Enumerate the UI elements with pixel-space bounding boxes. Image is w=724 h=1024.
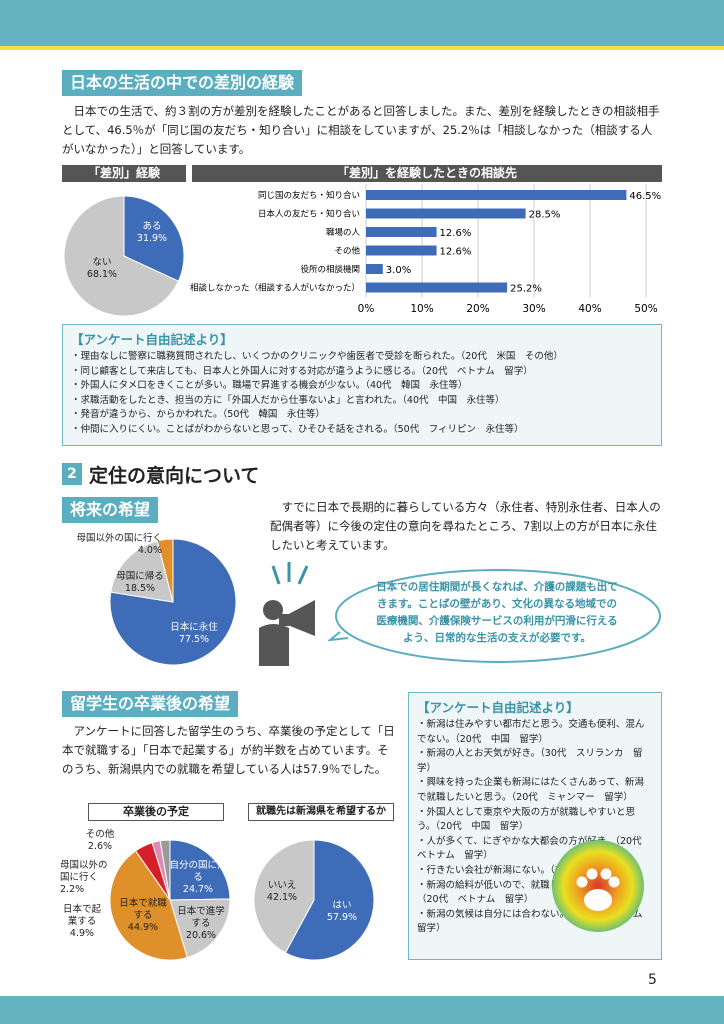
niigata-pie-chart (253, 839, 375, 961)
grad-label-other-country: 母国以外の国に行く 2.2% (60, 860, 108, 895)
grad-paragraph: アンケートに回答した留学生のうち、卒業後の予定として「日本で就職する」「日本で起… (62, 724, 395, 776)
bar-value-label: 28.5% (529, 210, 561, 221)
list-item: ・理由なしに警察に職務質問されたし、いくつかのクリニックや歯医者で受診を断られた… (71, 351, 563, 362)
grad-label-return: 自分の国に帰る 24.7% (169, 860, 227, 895)
list-item: ・興味を持った企業も新潟にはたくさんあって、新潟で就職したいと思う。（20代 ミ… (417, 777, 644, 803)
grad-pie2-header: 就職先は新潟県を希望するか (248, 803, 394, 821)
niigata-label-yes: はい 57.9% (326, 900, 358, 923)
pie1-header: 「差別」経験 (62, 165, 186, 182)
bar-category-label: 役所の相談機関 (300, 264, 360, 275)
bar (366, 208, 526, 219)
list-item: ・同じ顧客として来店しても、日本人と外国人に対する対応が違うように感じる。（20… (71, 365, 533, 377)
section2-title: 定住の意向について (89, 465, 260, 487)
list-item: ・行きたい会社が新潟にない。（20代 中国 留学） (417, 864, 643, 876)
top-accent-line (0, 46, 724, 50)
x-tick-label: 0% (358, 303, 375, 315)
list-item: ・新潟は住みやすい都市だと思う。交通も便利、混んでない。（20代 中国 留学） (417, 719, 645, 745)
grad-pie1-header: 卒業後の予定 (88, 803, 224, 821)
bar-value-label: 46.5% (629, 191, 661, 202)
grad-label-study: 日本で進学する 20.6% (177, 906, 225, 941)
discrimination-pie-chart (63, 195, 185, 317)
pie-slice-other (159, 839, 171, 901)
bar-chart-header: 「差別」を経験したときの相談先 (192, 165, 662, 182)
list-item: ・新潟の気候は自分には合わない。（20代 ベトナム 留学） (417, 908, 653, 935)
bar (366, 264, 383, 274)
grad-plans-pie-chart (109, 839, 231, 961)
pie-slice-further-study (169, 898, 231, 959)
bar-value-label: 25.2% (510, 284, 542, 295)
pie-slice-yes (284, 839, 375, 961)
free-comments-box-1: 【アンケート自由記述より】 ・理由なしに警察に職務質問されたし、いくつかのクリニ… (62, 324, 662, 446)
bar-category-label: 同じ国の友だち・知り合い (258, 190, 360, 201)
future-label-permanent: 日本に永住 77.5% (170, 622, 218, 645)
bar-value-label: 3.0% (386, 265, 411, 276)
x-tick-label: 10% (410, 303, 433, 315)
pie-slice-no (253, 839, 315, 954)
bottom-banner (0, 996, 724, 1024)
pie-slice-yes (123, 195, 185, 282)
bar-category-label: 職場の人 (326, 227, 361, 238)
future-pie-chart (109, 538, 237, 666)
bar (366, 227, 437, 237)
list-item: ・外国人として東京や大阪の方が就職しやすいと思う。（20代 中国 留学） (417, 806, 636, 833)
free-comments-title-1: 【アンケート自由記述より】 (71, 332, 233, 347)
list-item: ・新潟の給料が低いので、就職したいとは思わない。（20代 ベトナム 留学） (417, 879, 645, 906)
bar-category-label: 相談しなかった（相談する人がいなかった） (190, 283, 360, 294)
section-title-discrimination: 日本の生活の中での差別の経験 (62, 70, 303, 96)
grad-label-other: その他 2.6% (85, 829, 115, 852)
list-item: ・新潟の人とお天気が好き。（30代 スリランカ 留学） (417, 748, 643, 774)
grad-label-job: 日本で就職する 44.9% (119, 898, 167, 933)
pie-slice-return-home (110, 540, 174, 603)
x-tick-label: 30% (522, 303, 545, 315)
speech-bubble (328, 569, 661, 663)
pie-slice-return-home (169, 839, 231, 901)
bar-category-label: その他 (334, 246, 360, 257)
paw-watermark-icon (552, 840, 644, 932)
pie1-label-yes: ある 31.9% (136, 221, 168, 244)
list-item: ・仲間に入りにくい。ことばがわからないと思って、ひそひそ話をされる。（50代 フ… (71, 423, 524, 435)
future-label-other-country: 母国以外の国に行く 4.0% (76, 533, 162, 556)
page-number: 5 (648, 972, 657, 988)
consultation-bar-chart: 0% 10% 20% 30% 40% 50% 同じ国の友だち・知り合い 46.5% 日本人の友だ… (190, 184, 661, 315)
free-comments-title-2: 【アンケート自由記述より】 (417, 700, 579, 715)
list-item: ・人が多くて、にぎやかな大都会の方が好き。（20代 ベトナム 留学） (417, 835, 652, 862)
pie-slice-job (109, 850, 188, 961)
pie-slice-no (63, 195, 180, 317)
pie-slice-other-country (156, 538, 174, 603)
list-item: ・外国人にタメ口をきくことが多い。職場で昇進する機会が少ない。（40代 韓国 永… (71, 380, 468, 392)
niigata-label-no: いいえ 42.1% (266, 880, 298, 903)
bar (366, 245, 437, 256)
pie1-label-no: ない 68.1% (86, 257, 118, 280)
top-banner (0, 0, 724, 46)
bar-value-label: 12.6% (440, 247, 472, 258)
bar-category-label: 日本人の友だち・知り合い (258, 209, 360, 220)
section-number: 2 (62, 463, 82, 485)
future-label-return-home: 母国に帰る 18.5% (116, 571, 164, 594)
section1-paragraph: 日本での生活で、約３割の方が差別を経験したことがあると回答しました。また、差別を… (62, 104, 660, 156)
future-paragraph: すでに日本で長期的に暮らしている方々（永住者、特別永住者、日本人の配偶者等）に今… (270, 500, 661, 552)
section-title-graduates: 留学生の卒業後の希望 (62, 691, 239, 717)
x-tick-label: 20% (466, 303, 489, 315)
list-item: ・発音が違うから、からかわれた。（50代 韓国 永住等） (71, 409, 325, 421)
bar-value-label: 12.6% (440, 228, 472, 239)
megaphone-person-icon (259, 562, 315, 666)
list-item: ・求職活動をしたとき、担当の方に「外国人だから仕事ないよ」と言われた。（40代 … (71, 394, 505, 406)
section-title-future: 将来の希望 (62, 497, 159, 523)
free-comments-box-2: 【アンケート自由記述より】 ・新潟は住みやすい都市だと思う。交通も便利、混んでな… (408, 692, 662, 960)
bar (366, 282, 508, 293)
bar (366, 190, 627, 200)
x-tick-label: 50% (634, 303, 657, 315)
bubble-text: 日本での居住期間が長くなれば、介護の課題も出てきます。ことばの壁があり、文化の異… (376, 581, 618, 644)
x-tick-label: 40% (578, 303, 601, 315)
grad-label-startup: 日本で起業する 4.9% (62, 904, 101, 939)
